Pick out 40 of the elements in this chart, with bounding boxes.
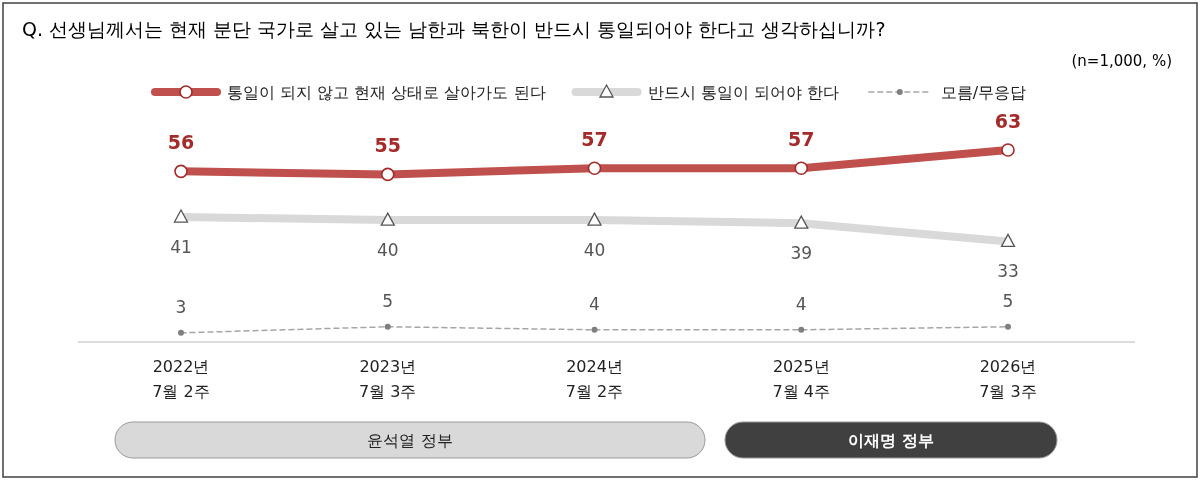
- data-label: 56: [167, 131, 195, 154]
- point: [798, 326, 805, 333]
- point: [173, 209, 189, 223]
- x-tick-label: 2023년 7월 3주: [359, 357, 417, 401]
- data-label: 5: [1002, 290, 1014, 311]
- point: [1001, 143, 1015, 157]
- x-tick-label: 2024년 7월 2주: [565, 357, 624, 401]
- data-label: 4: [589, 293, 600, 314]
- chart-subtitle: (n=1,000, %): [1071, 52, 1172, 70]
- data-label: 3: [175, 296, 187, 317]
- point: [174, 164, 188, 179]
- data-label: 57: [788, 128, 815, 151]
- legend-label: 통일이 되지 않고 현재 상태로 살아가도 된다: [227, 83, 546, 102]
- data-label: 41: [170, 237, 192, 258]
- data-label: 4: [795, 293, 807, 314]
- point: [591, 326, 598, 333]
- point: [587, 212, 602, 226]
- data-label: 33: [997, 261, 1019, 282]
- legend-label: 반드시 통일이 되어야 한다: [647, 83, 839, 102]
- data-label: 39: [790, 243, 813, 264]
- data-label: 40: [376, 240, 399, 261]
- point: [380, 167, 395, 182]
- x-tick-label: 2025년 7월 4주: [772, 357, 830, 401]
- data-label: 57: [581, 128, 608, 151]
- point: [1005, 323, 1011, 330]
- x-tick-label: 2022년 7월 2주: [152, 357, 210, 401]
- point: [1000, 233, 1016, 248]
- point: [380, 212, 395, 226]
- legend-label: 모름/무응답: [940, 83, 1027, 102]
- point: [794, 215, 809, 229]
- data-label: 55: [374, 134, 401, 157]
- data-label: 40: [583, 240, 606, 261]
- point: [384, 323, 391, 330]
- point: [178, 329, 184, 336]
- x-tick-label: 2026년 7월 3주: [979, 357, 1037, 401]
- point: [587, 161, 602, 176]
- chart-title: Q. 선생님께서는 현재 분단 국가로 살고 있는 남한과 북한이 반드시 통일되어야 한다고 생각하십니까?: [22, 18, 886, 40]
- data-label: 63: [994, 110, 1022, 132]
- point: [794, 161, 809, 176]
- data-label: 5: [382, 290, 394, 311]
